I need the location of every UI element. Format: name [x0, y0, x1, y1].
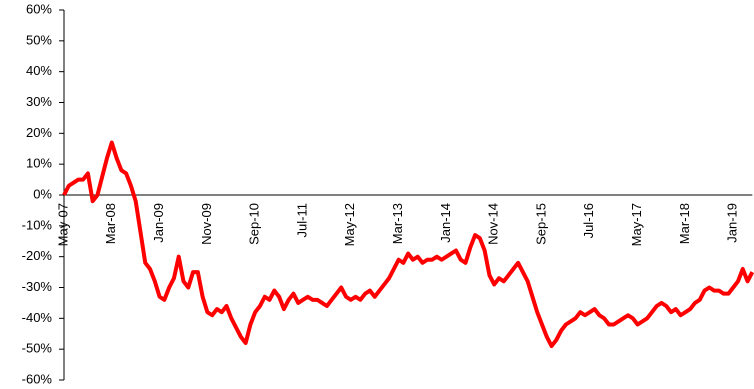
y-tick-label: 20% [26, 125, 52, 140]
x-tick-label: May-17 [629, 203, 644, 246]
y-tick-label: 60% [26, 1, 52, 16]
x-tick-label: Mar-08 [103, 203, 118, 244]
y-tick-label: 30% [26, 94, 52, 109]
x-tick-label: May-07 [55, 203, 70, 246]
y-tick-label: -30% [22, 279, 53, 294]
x-tick-label: Mar-13 [390, 203, 405, 244]
y-tick-label: -60% [22, 371, 53, 386]
x-tick-label: May-12 [342, 203, 357, 246]
x-tick-label: Jan-19 [725, 203, 740, 243]
line-series [62, 140, 754, 349]
x-tick-label: Nov-09 [199, 203, 214, 245]
x-tick-label: Sep-10 [247, 203, 262, 245]
y-tick-label: 40% [26, 63, 52, 78]
y-tick-label: -40% [22, 310, 53, 325]
x-tick-label: Jul-11 [294, 203, 309, 237]
x-tick-label: Mar-18 [677, 203, 692, 244]
x-tick-label: Jan-09 [151, 203, 166, 243]
y-tick-label: -20% [22, 248, 53, 263]
x-tick-label: Nov-14 [486, 203, 501, 245]
y-tick-label: -50% [22, 341, 53, 356]
x-tick-label: Sep-15 [533, 203, 548, 245]
x-tick-label: Jan-14 [438, 203, 453, 243]
y-tick-label: 0% [33, 186, 52, 201]
x-tick-label: Jul-16 [581, 203, 596, 238]
y-tick-label: 50% [26, 32, 52, 47]
y-tick-label: -10% [22, 217, 53, 232]
y-tick-label: 10% [26, 156, 52, 171]
